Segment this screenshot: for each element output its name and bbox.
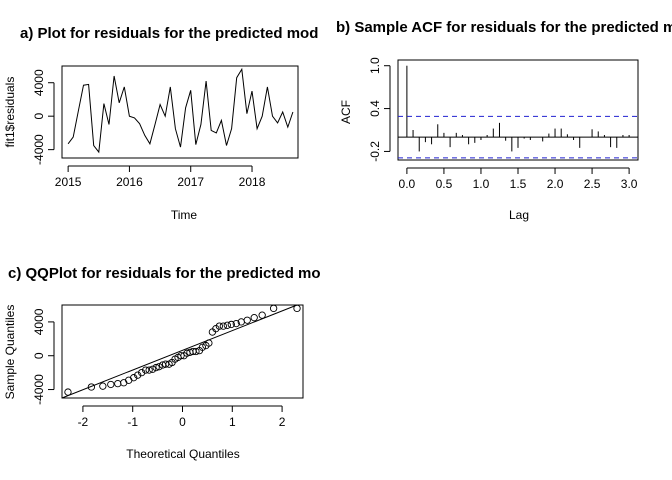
panel-b-x-tick-label: 3.0 bbox=[621, 177, 638, 191]
panel-c-x-tick-label: 0 bbox=[179, 415, 186, 429]
panel-c: c) QQPlot for residuals for the predicte… bbox=[3, 265, 321, 461]
panel-b-xlabel: Lag bbox=[509, 208, 529, 222]
panel-c-point bbox=[243, 316, 251, 324]
panel-c-point bbox=[161, 360, 170, 368]
panel-c-point bbox=[192, 347, 200, 356]
panel-a-y-tick-label: -4000 bbox=[32, 134, 46, 165]
panel-c-y-tick-label: 4000 bbox=[32, 308, 46, 335]
panel-a-x-tick-label: 2017 bbox=[177, 175, 204, 189]
panel-c-x-tick-label: -2 bbox=[78, 415, 89, 429]
panel-c-point bbox=[138, 368, 146, 377]
panel-b-y-tick-label: 1.0 bbox=[368, 57, 382, 74]
panel-b-x-tick-label: 1.5 bbox=[510, 177, 527, 191]
panel-c-point bbox=[107, 380, 115, 389]
panel-c-plot-area: -2 -1 0 1 2 -4000 0 4000 bbox=[32, 304, 301, 429]
panel-c-point bbox=[134, 371, 142, 379]
panel-a-x-tick-label: 2015 bbox=[55, 175, 82, 189]
panel-c-point bbox=[87, 383, 96, 391]
panel-c-point bbox=[145, 366, 153, 374]
panel-c-y-tick-label: -4000 bbox=[32, 374, 46, 405]
panel-c-point bbox=[130, 374, 138, 382]
panel-a-x-tick-label: 2016 bbox=[116, 175, 143, 189]
panel-c-ylabel: Sample Quantiles bbox=[3, 305, 17, 400]
panel-c-point bbox=[293, 304, 301, 313]
panel-c-x-tick-label: 1 bbox=[229, 415, 236, 429]
panel-c-x-tick-label: 2 bbox=[279, 415, 286, 429]
panel-a-y-tick-label: 0 bbox=[32, 113, 46, 120]
panel-c-point bbox=[232, 319, 240, 328]
panel-c-point bbox=[269, 304, 278, 313]
panel-b-x-tick-label: 2.5 bbox=[584, 177, 601, 191]
panel-a-plot-area: 2015 2016 2017 2018 -4000 0 4000 bbox=[32, 67, 294, 189]
panel-c-point bbox=[223, 321, 231, 329]
panel-c-point bbox=[99, 382, 107, 390]
panel-c-point bbox=[219, 322, 227, 330]
panel-c-point bbox=[227, 320, 235, 329]
panel-b-plot-area: 0.0 0.5 1.0 1.5 2.0 2.5 3.0 -0.2 0.4 1.0 bbox=[368, 57, 638, 191]
panel-c-reference-line bbox=[61, 304, 298, 399]
panel-b-plot-box bbox=[397, 59, 639, 161]
panel-c-x-tick-label: -1 bbox=[127, 415, 138, 429]
panel-a-ylabel: fit1$residuals bbox=[3, 77, 17, 148]
panel-c-plot-box bbox=[61, 304, 304, 399]
panel-b: b) Sample ACF for residuals for the pred… bbox=[336, 19, 672, 222]
panel-a-residual-line bbox=[67, 67, 294, 154]
panel-c-point bbox=[258, 311, 266, 319]
panel-c-point bbox=[155, 363, 163, 371]
panel-c-point bbox=[215, 322, 223, 330]
panel-b-x-tick-label: 0.0 bbox=[399, 177, 416, 191]
panel-a-title: a) Plot for residuals for the predicted … bbox=[20, 25, 318, 42]
panel-c-point bbox=[64, 388, 72, 396]
panel-c-point bbox=[148, 365, 157, 373]
panel-b-title: b) Sample ACF for residuals for the pred… bbox=[336, 19, 672, 36]
panel-c-point bbox=[114, 379, 122, 388]
panel-a: a) Plot for residuals for the predicted … bbox=[3, 25, 318, 222]
panel-b-y-tick-label: 0.4 bbox=[368, 100, 382, 117]
panel-c-point bbox=[205, 339, 213, 347]
panel-b-x-tick-label: 2.0 bbox=[547, 177, 564, 191]
panel-c-xlabel: Theoretical Quantiles bbox=[126, 447, 239, 461]
panel-a-xlabel: Time bbox=[171, 208, 198, 222]
panel-c-point bbox=[152, 363, 160, 372]
panel-b-ylabel: ACF bbox=[339, 100, 353, 124]
panel-b-x-tick-label: 0.5 bbox=[436, 177, 453, 191]
panel-c-point bbox=[198, 343, 207, 351]
panel-c-title: c) QQPlot for residuals for the predicte… bbox=[8, 265, 321, 282]
panel-a-plot-box bbox=[61, 65, 299, 159]
panel-b-x-tick-label: 1.0 bbox=[473, 177, 490, 191]
panel-a-x-tick-label: 2018 bbox=[239, 175, 266, 189]
panel-a-y-tick-label: 4000 bbox=[32, 69, 46, 96]
panel-b-y-tick-label: -0.2 bbox=[368, 141, 382, 162]
panel-c-point bbox=[250, 314, 258, 322]
panel-c-y-tick-label: 0 bbox=[32, 352, 46, 359]
panel-c-point bbox=[177, 352, 185, 360]
panel-c-point bbox=[142, 366, 150, 374]
